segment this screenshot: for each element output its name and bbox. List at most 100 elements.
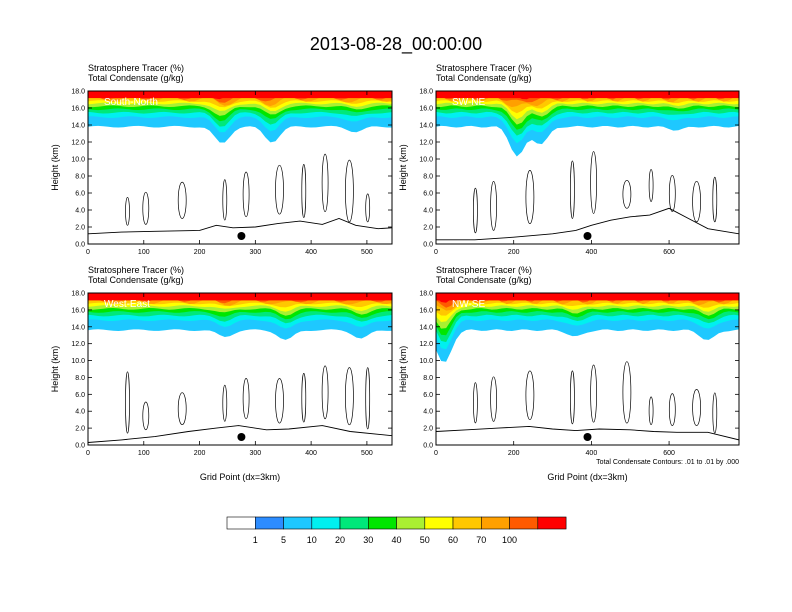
panel-0: Stratosphere Tracer (%)Total Condensate … bbox=[50, 63, 393, 256]
condensate-contour bbox=[345, 367, 354, 426]
condensate-contour bbox=[345, 159, 354, 223]
y-axis-label: Height (km) bbox=[398, 346, 408, 393]
y-tick-label: 6.0 bbox=[75, 191, 85, 198]
y-tick-label: 10.0 bbox=[71, 358, 85, 365]
y-tick-label: 12.0 bbox=[71, 341, 85, 348]
location-marker bbox=[237, 232, 246, 240]
y-tick-label: 12.0 bbox=[419, 140, 433, 147]
condensate-contour bbox=[142, 191, 150, 225]
y-tick-label: 16.0 bbox=[419, 106, 433, 113]
y-tick-label: 18.0 bbox=[419, 89, 433, 96]
y-tick-label: 10.0 bbox=[419, 157, 433, 164]
condensate-contour bbox=[222, 384, 228, 422]
y-tick-label: 6.0 bbox=[423, 191, 433, 198]
x-tick-label: 200 bbox=[194, 249, 206, 256]
y-tick-label: 8.0 bbox=[75, 375, 85, 382]
colorbar-label: 70 bbox=[476, 535, 486, 545]
colorbar-label: 1 bbox=[253, 535, 258, 545]
condensate-contour bbox=[242, 171, 250, 218]
condensate-contour bbox=[692, 180, 701, 223]
variable-label-condensate: Total Condensate (g/kg) bbox=[88, 73, 184, 83]
y-tick-label: 0.0 bbox=[75, 242, 85, 249]
condensate-contour bbox=[321, 365, 329, 420]
condensate-contour bbox=[668, 393, 676, 426]
variable-label-tracer: Stratosphere Tracer (%) bbox=[88, 265, 184, 275]
terrain-line bbox=[88, 218, 392, 235]
y-tick-label: 12.0 bbox=[419, 341, 433, 348]
colorbar-swatch bbox=[537, 516, 567, 530]
plot-frame bbox=[435, 90, 740, 245]
x-tick-label: 200 bbox=[508, 249, 520, 256]
condensate-contour bbox=[648, 168, 654, 202]
colorbar-swatch bbox=[396, 516, 426, 530]
y-tick-label: 4.0 bbox=[423, 409, 433, 416]
condensate-contour bbox=[365, 367, 371, 430]
y-tick-label: 6.0 bbox=[423, 392, 433, 399]
colorbar-swatch bbox=[339, 516, 369, 530]
x-tick-label: 400 bbox=[586, 249, 598, 256]
condensate-contour bbox=[177, 392, 187, 426]
terrain-line bbox=[436, 207, 739, 241]
y-tick-label: 16.0 bbox=[71, 106, 85, 113]
condensate-contour bbox=[570, 160, 575, 219]
x-tick-label: 0 bbox=[86, 450, 90, 457]
panel-2: Stratosphere Tracer (%)Total Condensate … bbox=[50, 265, 393, 482]
condensate-contour bbox=[142, 401, 150, 431]
condensate-contour bbox=[570, 370, 575, 425]
figure-title: 2013-08-28_00:00:00 bbox=[310, 34, 482, 55]
colorbar-swatch bbox=[311, 516, 341, 530]
location-marker bbox=[583, 232, 592, 240]
x-tick-label: 100 bbox=[138, 450, 150, 457]
variable-label-condensate: Total Condensate (g/kg) bbox=[88, 275, 184, 285]
y-tick-label: 2.0 bbox=[75, 426, 85, 433]
x-axis-label: Grid Point (dx=3km) bbox=[547, 472, 627, 482]
panels: Stratosphere Tracer (%)Total Condensate … bbox=[50, 63, 740, 482]
colorbar-label: 30 bbox=[363, 535, 373, 545]
colorbar-label: 40 bbox=[391, 535, 401, 545]
plot-area: South-North bbox=[88, 91, 392, 244]
x-tick-label: 200 bbox=[194, 450, 206, 457]
y-tick-label: 14.0 bbox=[419, 123, 433, 130]
y-tick-label: 0.0 bbox=[423, 443, 433, 450]
condensate-contour bbox=[692, 389, 701, 426]
condensate-contour bbox=[525, 170, 535, 224]
terrain-line bbox=[88, 425, 392, 443]
y-tick-label: 4.0 bbox=[75, 409, 85, 416]
condensate-contour bbox=[301, 373, 307, 423]
colorbar-swatch bbox=[226, 516, 256, 530]
contour-note: Total Condensate Contours: .01 to .01 by… bbox=[596, 459, 739, 466]
condensate-contour bbox=[275, 164, 284, 215]
colorbar-swatch bbox=[424, 516, 454, 530]
y-tick-label: 16.0 bbox=[419, 307, 433, 314]
plot-frame bbox=[87, 90, 393, 245]
condensate-contour bbox=[712, 392, 718, 434]
condensate-contour bbox=[301, 164, 307, 218]
condensate-contour bbox=[365, 193, 371, 223]
plot-area: West-East bbox=[88, 293, 392, 445]
colorbar-label: 10 bbox=[307, 535, 317, 545]
y-tick-label: 18.0 bbox=[419, 291, 433, 298]
colorbar-label: 5 bbox=[281, 535, 286, 545]
condensate-contour bbox=[321, 153, 329, 213]
x-tick-label: 0 bbox=[434, 450, 438, 457]
panel-name: West-East bbox=[104, 299, 150, 310]
y-tick-label: 2.0 bbox=[423, 225, 433, 232]
colorbar-swatch bbox=[452, 516, 482, 530]
x-tick-label: 0 bbox=[434, 249, 438, 256]
colorbar-swatch bbox=[283, 516, 313, 530]
y-axis-label: Height (km) bbox=[50, 346, 60, 393]
x-tick-label: 200 bbox=[508, 450, 520, 457]
colorbar-label: 20 bbox=[335, 535, 345, 545]
plot-frame bbox=[435, 292, 740, 446]
condensate-contour bbox=[242, 378, 250, 420]
colorbar-label: 100 bbox=[502, 535, 517, 545]
condensate-contour bbox=[590, 364, 597, 423]
x-tick-label: 100 bbox=[138, 249, 150, 256]
tracer-band-max bbox=[436, 293, 739, 301]
y-tick-label: 8.0 bbox=[75, 174, 85, 181]
colorbar-swatch bbox=[509, 516, 539, 530]
condensate-contour bbox=[177, 181, 187, 219]
x-tick-label: 400 bbox=[586, 450, 598, 457]
colorbar-label: 50 bbox=[420, 535, 430, 545]
